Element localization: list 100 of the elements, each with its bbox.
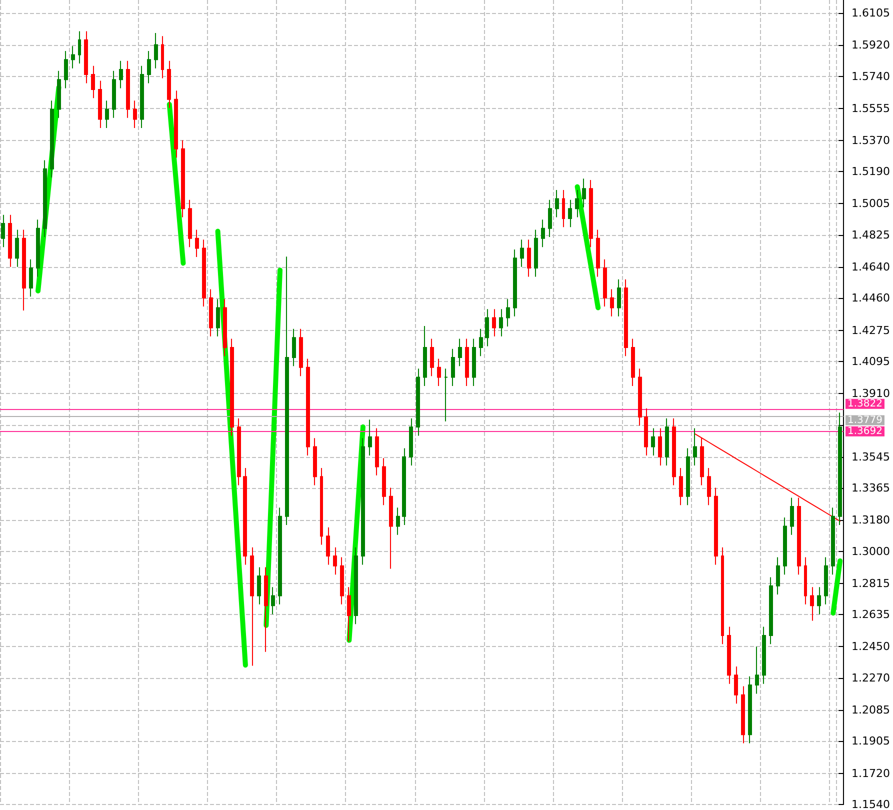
y-tick-label: 1.5190 <box>852 165 890 178</box>
candlestick <box>126 60 130 118</box>
candlestick <box>15 229 19 268</box>
candlestick <box>140 65 144 128</box>
y-tick-label: 1.3000 <box>852 544 890 558</box>
y-tick-label: 1.1905 <box>852 734 890 748</box>
candlestick <box>589 179 593 248</box>
y-tick-label: 1.5920 <box>852 38 890 52</box>
candlestick <box>71 46 75 69</box>
candlestick <box>548 199 552 238</box>
candlestick <box>658 428 662 466</box>
candlestick <box>748 676 752 744</box>
candlestick <box>119 60 123 89</box>
candlestick <box>721 546 724 645</box>
candlestick <box>1 214 5 248</box>
candlestick <box>790 497 794 536</box>
candlestick <box>98 80 102 128</box>
candlestick <box>333 546 337 576</box>
ref-line-label: 1.3822 <box>848 398 883 410</box>
candlestick <box>237 418 241 486</box>
candlestick <box>313 438 317 486</box>
y-tick-label: 1.4460 <box>852 292 890 305</box>
y-tick-label: 1.4825 <box>852 228 890 242</box>
candlestick <box>555 190 559 218</box>
candlestick <box>810 586 814 622</box>
candlestick <box>361 438 365 566</box>
candlestick <box>43 160 47 238</box>
candlestick <box>437 358 441 386</box>
candlestick <box>679 467 683 506</box>
candlestick <box>603 258 607 308</box>
candlestick <box>299 328 303 377</box>
candlestick <box>451 348 455 386</box>
candlestick <box>568 199 572 228</box>
y-tick-label: 1.5740 <box>852 70 890 83</box>
candlestick <box>78 30 81 64</box>
candlestick <box>596 229 600 278</box>
candlestick <box>84 30 88 84</box>
candlestick <box>430 338 434 377</box>
y-tick-label: 1.2635 <box>852 608 890 622</box>
candlestick <box>817 586 821 615</box>
y-tick-label: 1.2085 <box>852 704 890 717</box>
candlestick <box>472 338 476 386</box>
candlestick <box>347 586 351 642</box>
candlestick <box>326 526 330 566</box>
y-tick-label: 1.6105 <box>852 6 890 20</box>
y-tick-label: 1.5555 <box>852 102 890 115</box>
candlestick <box>223 298 227 357</box>
candlestick <box>638 368 642 426</box>
candlestick <box>444 368 448 422</box>
y-tick-label: 1.4095 <box>852 355 890 368</box>
candlestick <box>783 517 787 576</box>
y-tick-label: 1.5005 <box>852 197 890 210</box>
y-tick-label: 1.5370 <box>852 134 890 147</box>
ref-line-label: 1.3779 <box>848 414 883 426</box>
candlestick <box>644 408 648 456</box>
candlestick <box>541 219 545 248</box>
candlestick <box>29 258 33 298</box>
candlestick <box>161 36 164 79</box>
candlestick <box>271 586 275 615</box>
candlestick <box>824 556 828 605</box>
candlestick <box>727 626 731 684</box>
y-tick-label: 1.3365 <box>852 482 890 495</box>
candlestick <box>534 229 538 278</box>
candlestick <box>147 50 151 84</box>
candlestick <box>105 100 109 128</box>
candlestick <box>672 418 676 486</box>
y-tick-label: 1.3180 <box>852 514 890 527</box>
y-tick-label: 1.4640 <box>852 260 890 274</box>
candlestick <box>340 556 344 605</box>
candlestick <box>230 338 234 436</box>
candlestick <box>755 646 759 694</box>
candlestick <box>804 556 807 605</box>
candlestick <box>651 428 655 456</box>
candlestick <box>195 229 199 258</box>
candlestick <box>582 178 586 208</box>
candlestick <box>617 278 621 317</box>
y-tick-label: 1.4275 <box>852 324 890 337</box>
candlestick <box>216 298 220 337</box>
candlestick <box>50 100 54 178</box>
candlestick <box>479 328 483 357</box>
candlestick <box>741 686 745 744</box>
candlestick <box>396 507 400 536</box>
candlestick <box>458 338 462 367</box>
candlestick <box>714 487 718 566</box>
candlestick <box>285 256 289 526</box>
candlestick <box>776 556 780 596</box>
candlestick <box>133 100 137 128</box>
candlestick <box>382 458 386 506</box>
candlestick <box>188 199 192 248</box>
candlestick <box>513 249 517 317</box>
ref-line-label: 1.3692 <box>848 426 883 437</box>
candlestick <box>485 308 489 347</box>
candlestick <box>292 328 296 367</box>
candlestick <box>202 239 206 308</box>
candlestick <box>734 666 738 704</box>
candlestick <box>693 428 697 466</box>
y-tick-label: 1.1540 <box>852 798 890 810</box>
candlestick <box>306 358 310 456</box>
candlestick <box>686 448 690 506</box>
candlestick <box>700 438 704 486</box>
